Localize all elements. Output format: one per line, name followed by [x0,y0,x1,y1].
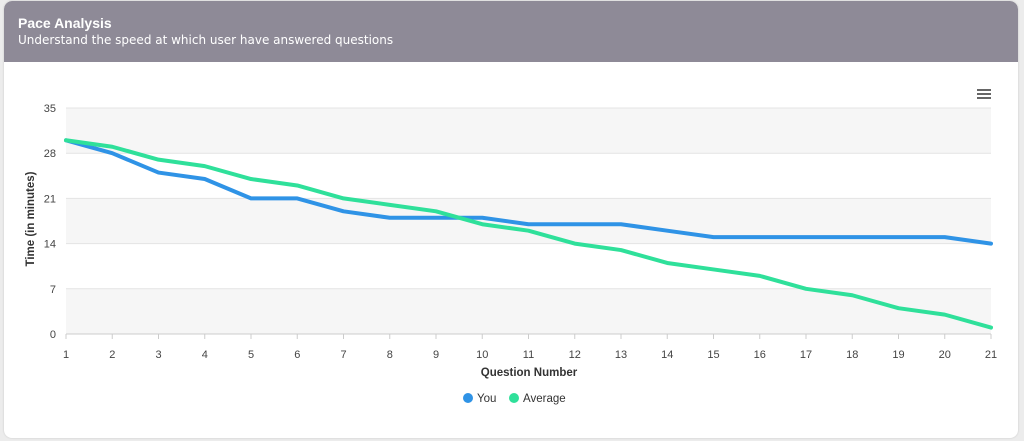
chart-legend: You Average [463,393,566,405]
x-tick-label: 3 [155,349,161,361]
y-tick-label: 28 [44,148,56,160]
series-line-average [64,138,993,330]
legend-marker [509,393,519,403]
y-tick-label: 7 [50,284,56,296]
y-axis-ticks: 0 7 14 21 28 35 [44,103,56,341]
y-tick-label: 0 [50,329,56,341]
x-tick-label: 7 [340,349,346,361]
legend-marker [463,393,473,403]
card-header: Pace Analysis Understand the speed at wh… [4,1,1018,62]
pace-analysis-card: Pace Analysis Understand the speed at wh… [4,1,1018,438]
legend-item-you[interactable]: You [463,393,496,405]
x-tick-label: 8 [387,349,393,361]
x-tick-label: 10 [476,349,488,361]
x-tick-label: 13 [615,349,627,361]
legend-label: You [477,393,496,405]
x-tick-label: 20 [939,349,951,361]
x-axis-ticks: 1 2 3 4 5 6 7 8 9 10 11 12 13 14 15 16 17 18 19 20 21 [63,333,997,361]
hamburger-menu-icon[interactable] [976,87,992,101]
plot-band [66,288,991,334]
x-tick-label: 17 [800,349,812,361]
x-tick-label: 16 [754,349,766,361]
x-tick-label: 1 [63,349,69,361]
plot-band [66,108,991,154]
legend-label: Average [523,393,566,405]
series-lines [64,138,993,330]
y-tick-label: 21 [44,193,56,205]
x-tick-label: 18 [846,349,858,361]
x-tick-label: 21 [985,349,997,361]
x-tick-label: 6 [294,349,300,361]
y-tick-label: 14 [44,239,56,251]
legend-item-average[interactable]: Average [509,393,566,405]
x-tick-label: 19 [892,349,904,361]
card-title: Pace Analysis [18,15,112,31]
x-tick-label: 5 [248,349,254,361]
plot-bands [66,108,991,334]
x-tick-label: 11 [523,349,534,361]
y-axis-title: Time (in minutes) [25,171,37,266]
card-subtitle: Understand the speed at which user have … [18,33,394,47]
x-tick-label: 12 [569,349,581,361]
x-tick-label: 4 [202,349,208,361]
x-axis-title: Question Number [481,367,578,379]
y-tick-label: 35 [44,103,56,115]
x-tick-label: 9 [433,349,439,361]
x-tick-label: 14 [661,349,673,361]
series-line-you [64,138,993,246]
x-tick-label: 2 [109,349,115,361]
x-tick-label: 15 [707,349,719,361]
